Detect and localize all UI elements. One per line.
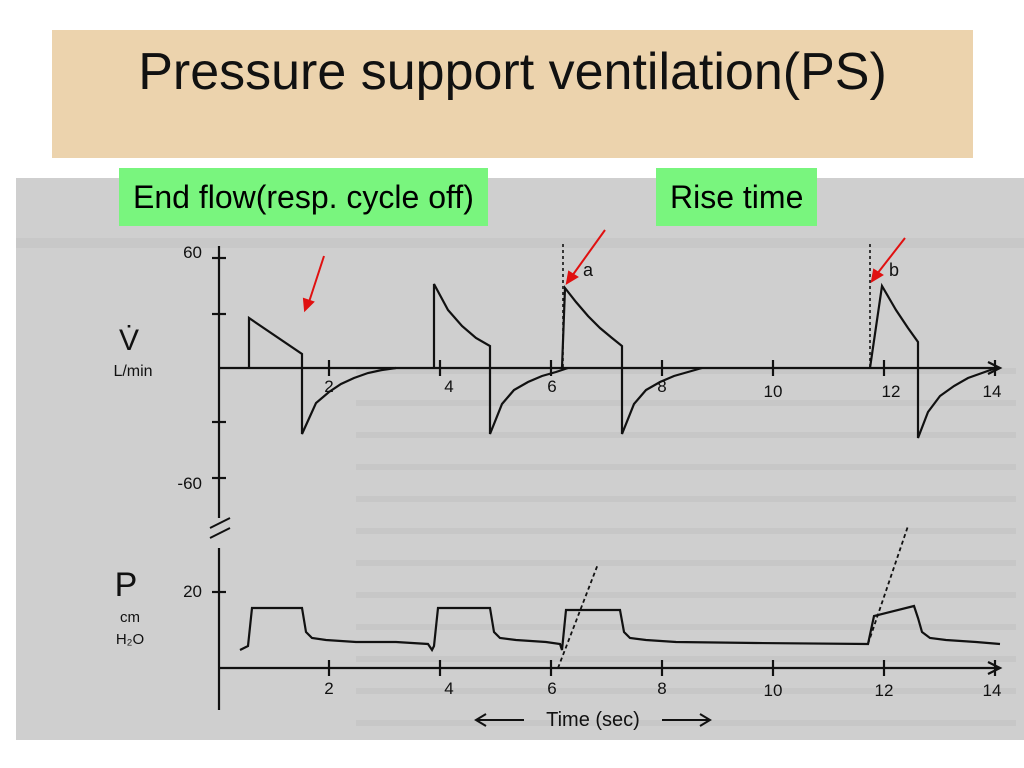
- scanned-figure: 60 -60 V̇ L/min 2 4 6 8 10 12 14 a b: [16, 178, 1024, 740]
- rise-dash-a: [557, 563, 599, 669]
- pressure-x-tick-6: 6: [547, 679, 556, 698]
- pressure-x-tick-12: 12: [875, 681, 894, 700]
- callout-rise-time: Rise time: [656, 168, 818, 226]
- flow-y-bottom-label: -60: [177, 474, 202, 493]
- page-title: Pressure support ventilation(PS): [138, 43, 887, 101]
- flow-x-tick-10: 10: [764, 382, 783, 401]
- flow-x-tick-12: 12: [882, 382, 901, 401]
- flow-unit: L/min: [113, 363, 152, 380]
- flow-breath-2: [432, 283, 569, 435]
- red-arrow-end-flow: [308, 255, 325, 303]
- flow-symbol: V̇: [119, 324, 139, 357]
- red-arrow-rise-b: [876, 237, 906, 275]
- time-axis-annotation: [474, 713, 712, 727]
- time-axis-label: Time (sec): [546, 709, 640, 731]
- pressure-y-label: 20: [183, 582, 202, 601]
- flow-y-top-label: 60: [183, 243, 202, 262]
- red-arrow-rise-a: [571, 229, 606, 277]
- marker-label-a: a: [583, 260, 594, 280]
- pressure-x-tick-2: 2: [324, 679, 333, 698]
- flow-x-tick-8: 8: [657, 377, 666, 396]
- ventilation-diagram: 60 -60 V̇ L/min 2 4 6 8 10 12 14 a b: [16, 178, 1024, 740]
- flow-breath-4: [868, 282, 997, 439]
- flow-breath-3: [560, 284, 703, 435]
- pressure-x-tick-4: 4: [444, 679, 453, 698]
- flow-breath-1: [247, 315, 397, 435]
- callout-end-flow: End flow(resp. cycle off): [119, 168, 488, 226]
- flow-x-tick-4: 4: [444, 377, 453, 396]
- title-box: Pressure support ventilation(PS): [52, 30, 973, 158]
- flow-x-tick-6: 6: [547, 377, 556, 396]
- pressure-waveform: [239, 604, 1001, 653]
- pressure-x-tick-14: 14: [983, 681, 1002, 700]
- pressure-x-tick-10: 10: [764, 681, 783, 700]
- pressure-unit-cm: cm: [120, 609, 140, 626]
- marker-label-b: b: [889, 260, 899, 280]
- flow-x-tick-2: 2: [324, 377, 333, 396]
- pressure-symbol: P: [115, 566, 138, 604]
- flow-panel: [209, 244, 1003, 539]
- background-text-texture: [16, 178, 1024, 740]
- pressure-unit-h2o: H₂O: [116, 631, 144, 648]
- flow-x-tick-14: 14: [983, 382, 1002, 401]
- pressure-x-tick-8: 8: [657, 679, 666, 698]
- pressure-panel: [212, 525, 1003, 710]
- annotation-arrows: [302, 229, 906, 313]
